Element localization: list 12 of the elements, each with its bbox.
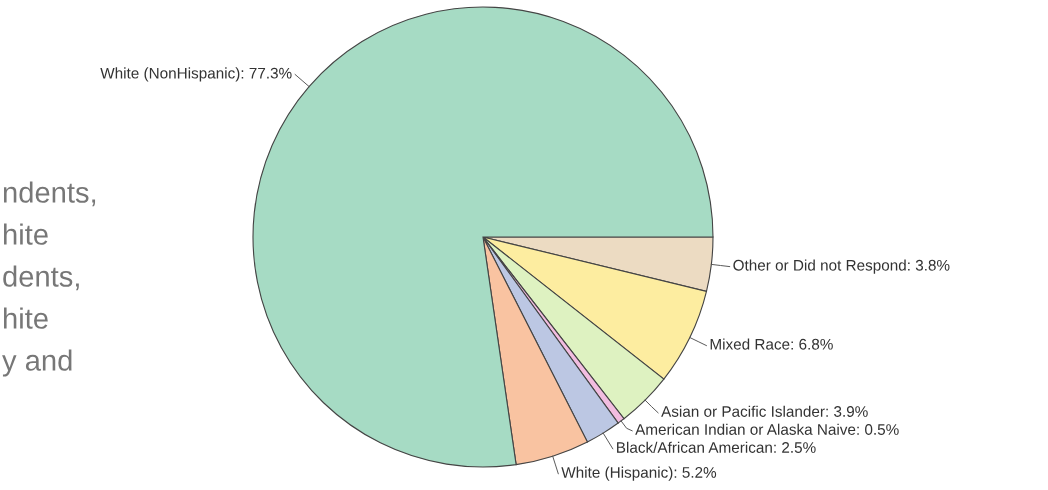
slice-label: Other or Did not Respond: 3.8% <box>733 259 950 274</box>
slice-label: Black/African American: 2.5% <box>617 441 816 453</box>
text: ndents, <box>3 181 96 207</box>
text: hite <box>4 307 48 329</box>
slice-label: White (NonHispanic): 77.3% <box>100 67 292 82</box>
slice-label: Mixed Race: 6.8% <box>710 338 833 350</box>
text: dents, <box>3 265 79 291</box>
text: hite <box>4 223 48 245</box>
slice-label: Asian or Pacific Islander: 3.9% <box>661 405 868 417</box>
slice-label: American Indian or Alaska Naive: 0.5% <box>635 423 899 435</box>
slice-label: White (Hispanic): 5.2% <box>561 466 717 481</box>
text: y and <box>2 349 72 377</box>
